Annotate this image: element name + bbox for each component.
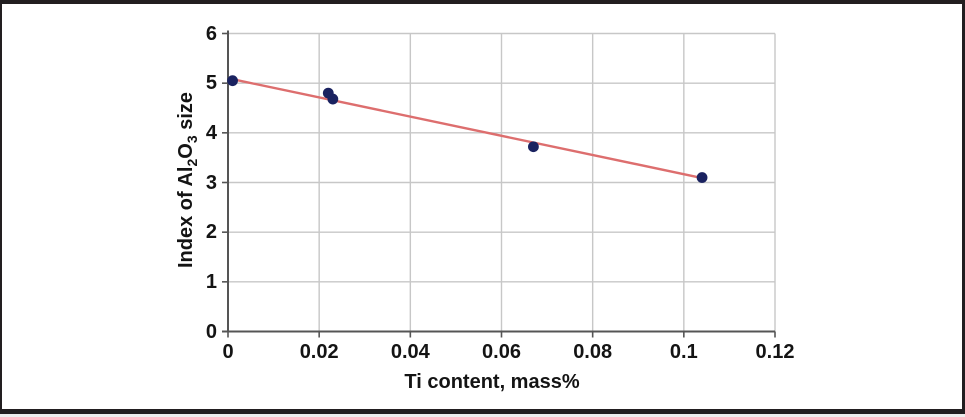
data-point [227,75,238,87]
frame-bottom-border [0,409,965,414]
y-tick-label: 6 [205,22,217,45]
y-axis-title-subscript3: 3 [184,135,200,144]
data-point [696,172,708,183]
x-tick-label: 0.04 [390,341,430,363]
x-tick-label: 0.1 [669,341,698,363]
y-axis-title-part2: O [175,143,197,159]
y-tick-label: 4 [205,121,217,144]
frame-top-border [0,0,965,4]
y-tick-label: 3 [205,171,217,194]
data-point [528,141,539,153]
x-tick-label: 0.06 [482,341,521,363]
y-tick-label: 1 [205,270,217,293]
y-tick-label: 2 [205,221,217,244]
x-tick-label: 0.02 [299,341,339,363]
y-tick-label: 5 [205,72,217,95]
y-axis-title-subscript2: 2 [184,158,200,167]
y-axis-title: Index of Al2O3 size [175,92,200,268]
y-axis-title-part1: Index of Al [175,166,197,268]
trend-line [232,78,703,180]
data-point [327,93,339,105]
x-tick-label: 0.12 [755,341,795,363]
x-tick-label: 0.08 [573,341,613,363]
frame-bottom-strip [0,414,965,417]
x-tick-label: 0 [222,341,234,363]
y-tick-label: 0 [205,320,217,343]
frame-right-border [962,0,965,414]
frame-left-border [0,0,2,414]
x-axis-title: Ti content, mass% [404,371,580,393]
y-axis-title-part3: size [175,92,197,136]
